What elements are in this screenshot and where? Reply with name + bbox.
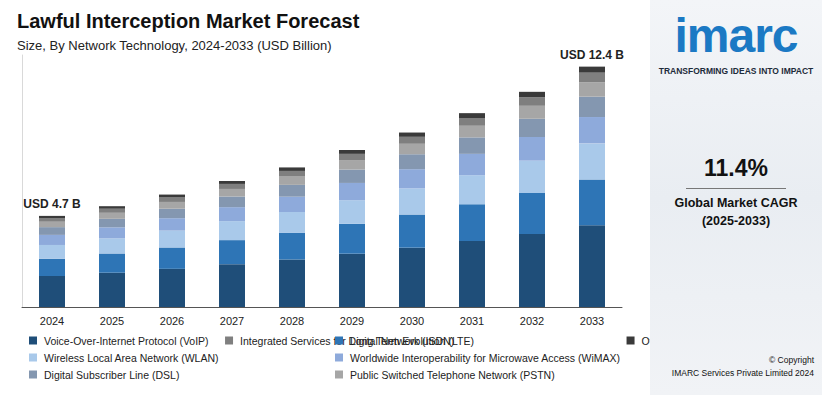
svg-text:2024: 2024 bbox=[40, 315, 64, 327]
svg-text:Digital Subscriber Line (DSL): Digital Subscriber Line (DSL) bbox=[44, 369, 179, 381]
html-text:IMARC Services Private Limited: IMARC Services Private Limited 2024 bbox=[671, 368, 814, 378]
svg-text:2028: 2028 bbox=[280, 315, 304, 327]
svg-text:2032: 2032 bbox=[520, 315, 544, 327]
svg-text:2030: 2030 bbox=[400, 315, 424, 327]
svg-text:Lawful Interception Market For: Lawful Interception Market Forecast bbox=[17, 10, 360, 32]
svg-text:2027: 2027 bbox=[220, 315, 244, 327]
svg-text:Integrated Services for Digita: Integrated Services for Digital Network … bbox=[240, 334, 455, 347]
html-text:(2025-2033): (2025-2033) bbox=[701, 214, 770, 228]
html-text:11.4%: 11.4% bbox=[704, 155, 768, 181]
html-text:TRANSFORMING IDEAS INTO IMPACT: TRANSFORMING IDEAS INTO IMPACT bbox=[658, 66, 814, 76]
svg-text:Public Switched Telephone Netw: Public Switched Telephone Network (PSTN) bbox=[350, 369, 555, 381]
svg-text:2033: 2033 bbox=[580, 315, 604, 327]
svg-text:2029: 2029 bbox=[340, 315, 364, 327]
html-text:© Copyright: © Copyright bbox=[769, 355, 814, 365]
svg-text:Size, By Network Technology, 2: Size, By Network Technology, 2024-2033 (… bbox=[17, 38, 332, 53]
svg-text:Voice-Over-Internet Protocol (: Voice-Over-Internet Protocol (VoIP) bbox=[44, 335, 209, 347]
svg-text:Long Term Evolution (LTE): Long Term Evolution (LTE) bbox=[350, 335, 474, 347]
svg-text:2031: 2031 bbox=[460, 315, 484, 327]
svg-text:2025: 2025 bbox=[100, 315, 124, 327]
html-text:Global Market CAGR: Global Market CAGR bbox=[674, 196, 798, 210]
svg-text:USD 4.7 B: USD 4.7 B bbox=[23, 197, 81, 211]
html-text:imarc: imarc bbox=[674, 9, 798, 62]
svg-text:USD 12.4 B: USD 12.4 B bbox=[560, 48, 624, 62]
svg-text:Wireless Local Area Network (W: Wireless Local Area Network (WLAN) bbox=[44, 352, 218, 364]
svg-text:Worldwide Interoperability for: Worldwide Interoperability for Microwave… bbox=[350, 352, 620, 364]
svg-text:2026: 2026 bbox=[160, 315, 184, 327]
